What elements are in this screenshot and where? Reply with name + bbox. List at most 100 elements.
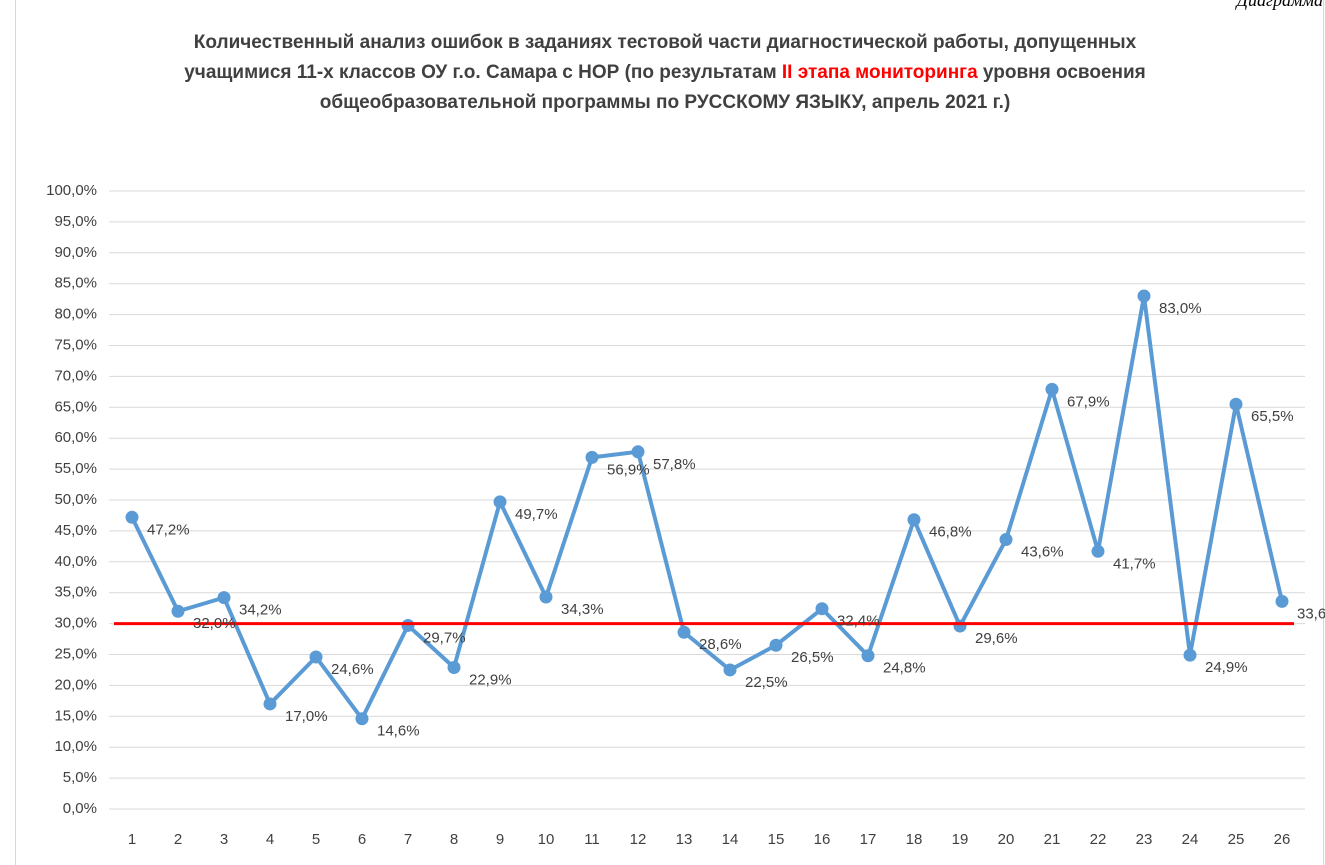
series-line <box>130 294 1284 721</box>
data-label: 41,7% <box>1113 555 1156 572</box>
chart-border <box>15 0 1324 865</box>
data-label: 47,2% <box>147 521 190 538</box>
y-tick-label: 0,0% <box>63 800 97 817</box>
x-tick-label: 3 <box>220 831 228 848</box>
corner-note: Диаграмма <box>1236 0 1323 10</box>
data-label: 28,6% <box>699 636 742 653</box>
x-tick-label: 7 <box>404 831 412 848</box>
x-tick-label: 5 <box>312 831 320 848</box>
x-tick-label: 25 <box>1228 831 1245 848</box>
y-tick-label: 10,0% <box>54 738 97 755</box>
data-point <box>263 697 277 711</box>
x-tick-label: 15 <box>768 831 785 848</box>
data-label: 46,8% <box>929 524 972 541</box>
x-tick-label: 19 <box>952 831 969 848</box>
data-point <box>861 649 875 663</box>
data-point <box>585 450 599 464</box>
data-point <box>815 602 829 616</box>
data-label: 22,9% <box>469 671 512 688</box>
x-tick-label: 26 <box>1274 831 1291 848</box>
x-tick-label: 1 <box>128 831 136 848</box>
title-segment: Количественный анализ ошибок в заданиях … <box>184 32 1137 83</box>
x-tick-label: 2 <box>174 831 182 848</box>
x-tick-label: 21 <box>1044 831 1061 848</box>
data-label: 34,3% <box>561 601 604 618</box>
data-label: 83,0% <box>1159 300 1202 317</box>
y-tick-label: 30,0% <box>54 615 97 632</box>
x-tick-label: 17 <box>860 831 877 848</box>
x-tick-label: 23 <box>1136 831 1153 848</box>
data-point <box>309 650 323 664</box>
data-label: 29,7% <box>423 629 466 646</box>
x-tick-label: 8 <box>450 831 458 848</box>
x-tick-label: 6 <box>358 831 366 848</box>
data-label: 24,6% <box>331 661 374 678</box>
data-label: 22,5% <box>745 674 788 691</box>
y-tick-label: 25,0% <box>54 645 97 662</box>
data-label: 56,9% <box>607 461 650 478</box>
y-tick-label: 20,0% <box>54 676 97 693</box>
data-label: 24,9% <box>1205 659 1248 676</box>
data-point <box>355 712 369 726</box>
data-label: 29,6% <box>975 630 1018 647</box>
data-label: 17,0% <box>285 708 328 725</box>
data-label: 26,5% <box>791 649 834 666</box>
x-tick-label: 11 <box>584 831 600 848</box>
data-point <box>125 510 139 524</box>
x-tick-label: 14 <box>722 831 739 848</box>
x-tick-label: 22 <box>1090 831 1107 848</box>
data-label: 57,8% <box>653 456 696 473</box>
title-segment: II этапа мониторинга <box>781 62 978 83</box>
y-tick-label: 60,0% <box>54 429 97 446</box>
data-label: 34,2% <box>239 602 282 619</box>
data-label: 65,5% <box>1251 408 1294 425</box>
y-tick-label: 85,0% <box>54 275 97 292</box>
data-label: 32,4% <box>837 613 880 630</box>
y-tick-label: 50,0% <box>54 491 97 508</box>
x-tick-label: 20 <box>998 831 1015 848</box>
data-point <box>1137 289 1151 303</box>
data-point <box>1229 397 1243 411</box>
y-tick-label: 40,0% <box>54 553 97 570</box>
data-point <box>1183 648 1197 662</box>
x-tick-label: 4 <box>266 831 274 848</box>
data-label: 49,7% <box>515 506 558 523</box>
data-label: 32,0% <box>193 615 236 632</box>
data-point <box>1091 544 1105 558</box>
data-point <box>217 591 231 605</box>
y-tick-label: 5,0% <box>63 769 97 786</box>
y-tick-label: 15,0% <box>54 707 97 724</box>
data-point <box>907 513 921 527</box>
data-label: 43,6% <box>1021 544 1064 561</box>
data-label: 24,8% <box>883 660 926 677</box>
title-segment: уровня освоения общеобразовательной прог… <box>319 62 1146 113</box>
data-point <box>401 618 415 632</box>
x-tick-label: 16 <box>814 831 831 848</box>
y-tick-label: 45,0% <box>54 522 97 539</box>
x-tick-label: 10 <box>538 831 555 848</box>
data-point <box>953 619 967 633</box>
data-point <box>631 445 645 459</box>
chart-title: Количественный анализ ошибок в заданиях … <box>160 28 1170 118</box>
data-point <box>677 625 691 639</box>
y-tick-label: 90,0% <box>54 244 97 261</box>
data-point <box>493 495 507 509</box>
x-tick-label: 12 <box>630 831 647 848</box>
y-tick-label: 100,0% <box>46 182 97 199</box>
data-point <box>723 663 737 677</box>
y-tick-label: 95,0% <box>54 213 97 230</box>
data-label: 67,9% <box>1067 393 1110 410</box>
data-point <box>769 638 783 652</box>
y-tick-label: 65,0% <box>54 398 97 415</box>
y-tick-label: 70,0% <box>54 367 97 384</box>
data-label: 33,6% <box>1297 605 1325 622</box>
data-point <box>1275 594 1289 608</box>
data-point <box>447 660 461 674</box>
data-point <box>171 604 185 618</box>
y-tick-label: 80,0% <box>54 306 97 323</box>
y-tick-label: 55,0% <box>54 460 97 477</box>
data-point <box>999 533 1013 547</box>
data-point <box>1045 382 1059 396</box>
